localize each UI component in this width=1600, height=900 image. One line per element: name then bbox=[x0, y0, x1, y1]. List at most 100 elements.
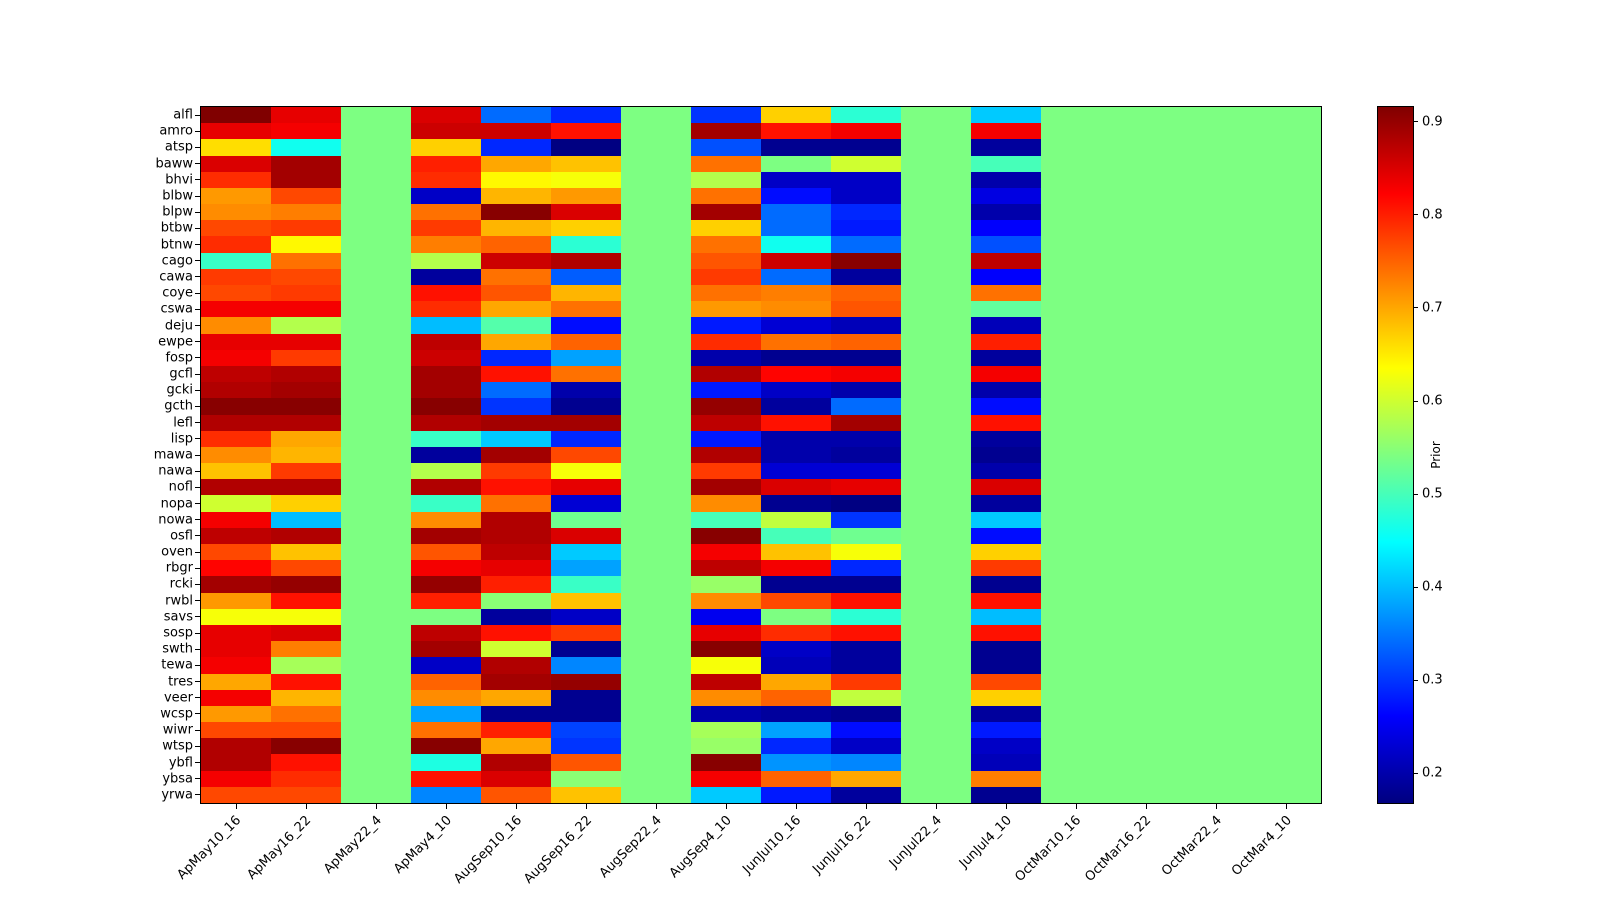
y-tick-label: mawa bbox=[153, 447, 193, 463]
heatmap-cell bbox=[691, 236, 761, 253]
heatmap-cell bbox=[481, 430, 551, 447]
heatmap-cell bbox=[901, 657, 971, 674]
y-tick-mark bbox=[195, 244, 200, 246]
heatmap-cell bbox=[971, 301, 1041, 318]
heatmap-cell bbox=[901, 738, 971, 755]
heatmap-cell bbox=[411, 608, 481, 625]
heatmap-cell bbox=[621, 673, 691, 690]
heatmap-cell bbox=[691, 414, 761, 431]
y-tick-mark bbox=[195, 519, 200, 521]
heatmap-cell bbox=[761, 187, 831, 205]
heatmap-cell bbox=[201, 414, 271, 431]
heatmap-cell bbox=[761, 608, 831, 625]
heatmap-cell bbox=[831, 511, 901, 528]
heatmap-cell bbox=[341, 252, 411, 269]
heatmap-cell bbox=[1251, 511, 1321, 528]
heatmap-cell bbox=[411, 220, 481, 237]
heatmap-cell bbox=[341, 689, 411, 706]
heatmap-cell bbox=[831, 398, 901, 415]
y-tick-mark bbox=[195, 389, 200, 391]
heatmap-cell bbox=[551, 722, 621, 739]
x-tick-mark bbox=[515, 804, 517, 809]
heatmap-cell bbox=[1041, 641, 1111, 658]
heatmap-cell bbox=[901, 236, 971, 253]
heatmap-cell bbox=[551, 252, 621, 269]
heatmap-cell bbox=[1181, 495, 1251, 512]
heatmap-cell bbox=[621, 171, 691, 188]
heatmap-cell bbox=[341, 705, 411, 723]
heatmap-cell bbox=[341, 365, 411, 383]
heatmap-cell bbox=[761, 560, 831, 577]
heatmap-cell bbox=[971, 430, 1041, 447]
heatmap-cell bbox=[1181, 349, 1251, 366]
x-tick-label: AugSep22_4 bbox=[596, 813, 665, 882]
heatmap-cell bbox=[481, 624, 551, 642]
heatmap-cell bbox=[1251, 689, 1321, 706]
heatmap-cell bbox=[201, 624, 271, 642]
heatmap-cell bbox=[411, 187, 481, 205]
x-tick-label: OctMar16_22 bbox=[1082, 813, 1155, 885]
heatmap-cell bbox=[761, 171, 831, 188]
heatmap-cell bbox=[271, 657, 341, 674]
heatmap-cell bbox=[1251, 463, 1321, 480]
heatmap-cell bbox=[481, 349, 551, 366]
colorbar-tick-label: 0.4 bbox=[1422, 579, 1443, 595]
heatmap-cell bbox=[971, 333, 1041, 350]
heatmap-cell bbox=[761, 236, 831, 253]
heatmap-cell bbox=[551, 544, 621, 561]
y-tick-mark bbox=[195, 794, 200, 796]
x-tick-mark bbox=[1215, 804, 1217, 809]
heatmap-cell bbox=[1111, 544, 1181, 561]
heatmap-cell bbox=[411, 398, 481, 415]
heatmap-cell bbox=[201, 495, 271, 512]
heatmap-cell bbox=[551, 511, 621, 528]
heatmap-cell bbox=[1111, 527, 1181, 545]
heatmap-cell bbox=[761, 624, 831, 642]
x-tick-mark bbox=[305, 804, 307, 809]
y-tick-label: wcsp bbox=[160, 706, 193, 722]
heatmap-cell bbox=[691, 317, 761, 334]
heatmap-cell bbox=[1041, 770, 1111, 787]
heatmap-cell bbox=[901, 365, 971, 383]
heatmap-cell bbox=[1111, 204, 1181, 221]
heatmap-cell bbox=[341, 527, 411, 545]
heatmap-cell bbox=[271, 285, 341, 302]
heatmap-cell bbox=[761, 333, 831, 350]
heatmap-cell bbox=[1181, 252, 1251, 269]
heatmap-cell bbox=[1111, 220, 1181, 237]
colorbar-gradient bbox=[1378, 107, 1413, 803]
heatmap-cell bbox=[341, 495, 411, 512]
x-tick-label: OctMar10_16 bbox=[1012, 813, 1085, 885]
y-tick-label: cago bbox=[161, 253, 193, 269]
y-tick-mark bbox=[195, 227, 200, 229]
heatmap-cell bbox=[831, 365, 901, 383]
heatmap-cell bbox=[551, 754, 621, 771]
heatmap-cell bbox=[341, 349, 411, 366]
heatmap-cell bbox=[691, 495, 761, 512]
heatmap-cell bbox=[481, 463, 551, 480]
heatmap-cell bbox=[481, 560, 551, 577]
heatmap-cell bbox=[1041, 123, 1111, 140]
y-tick-mark bbox=[195, 163, 200, 165]
y-tick-mark bbox=[195, 405, 200, 407]
heatmap-cell bbox=[201, 107, 271, 124]
heatmap-cell bbox=[621, 430, 691, 447]
y-tick-mark bbox=[195, 195, 200, 197]
heatmap-cell bbox=[621, 446, 691, 464]
heatmap-cell bbox=[1251, 770, 1321, 787]
x-tick-mark bbox=[585, 804, 587, 809]
heatmap-cell bbox=[551, 414, 621, 431]
x-tick-label: AugSep10_16 bbox=[450, 813, 525, 887]
heatmap-cell bbox=[341, 430, 411, 447]
heatmap-cell bbox=[621, 722, 691, 739]
heatmap-cell bbox=[411, 333, 481, 350]
heatmap-cell bbox=[201, 398, 271, 415]
heatmap-cell bbox=[691, 398, 761, 415]
y-tick-label: rwbl bbox=[165, 593, 193, 609]
heatmap-cell bbox=[901, 641, 971, 658]
heatmap-cell bbox=[831, 414, 901, 431]
heatmap-cell bbox=[761, 527, 831, 545]
heatmap-cell bbox=[341, 236, 411, 253]
heatmap-cell bbox=[271, 204, 341, 221]
heatmap-cell bbox=[831, 236, 901, 253]
